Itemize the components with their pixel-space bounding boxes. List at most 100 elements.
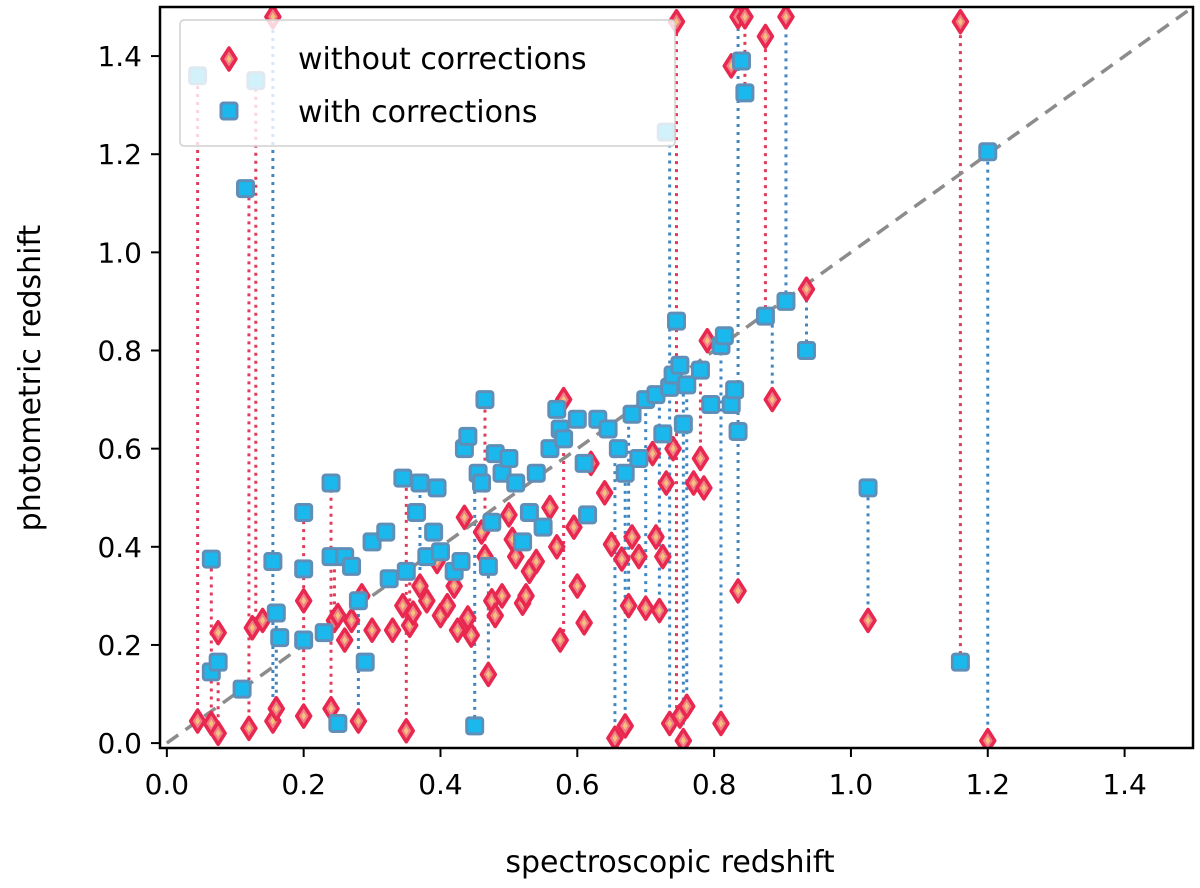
- data-point-with-corrections: [294, 630, 314, 650]
- data-point-with-corrections: [547, 399, 567, 419]
- data-point-with-corrections: [410, 473, 430, 493]
- data-point-with-corrections: [673, 414, 693, 434]
- x-tick-label: 1.2: [966, 768, 1011, 801]
- x-tick-label: 1.4: [1102, 768, 1147, 801]
- data-point-without-corrections: [455, 504, 474, 531]
- plot-frame: [158, 5, 1195, 750]
- data-point-without-corrections: [691, 445, 710, 472]
- data-point-without-corrections: [684, 470, 703, 496]
- y-tick-label: 1.0: [97, 236, 142, 269]
- legend-box: [179, 19, 676, 147]
- x-tick-label: 0.6: [555, 768, 600, 801]
- data-point-with-corrections: [615, 463, 635, 483]
- data-point-with-corrections: [540, 439, 560, 459]
- data-point-without-corrections: [329, 602, 347, 629]
- data-point-without-corrections: [613, 546, 631, 572]
- data-point-without-corrections: [479, 661, 498, 688]
- data-point-without-corrections: [951, 8, 970, 35]
- data-point-without-corrections: [363, 617, 381, 643]
- data-point-with-corrections: [667, 311, 686, 331]
- data-point-with-corrections: [506, 473, 526, 493]
- data-point-with-corrections: [201, 549, 221, 569]
- data-point-with-corrections: [690, 360, 710, 380]
- data-point-without-corrections: [411, 573, 429, 599]
- data-point-with-corrections: [735, 83, 755, 103]
- data-point-without-corrections: [551, 627, 569, 653]
- data-point-without-corrections: [763, 386, 782, 413]
- data-point-with-corrections: [670, 355, 690, 375]
- data-point-with-corrections: [348, 591, 368, 611]
- data-point-without-corrections: [602, 531, 621, 558]
- data-point-without-corrections: [636, 595, 655, 621]
- data-point-with-corrections: [294, 559, 314, 579]
- x-tick-label: 0.8: [692, 768, 737, 801]
- data-point-without-corrections: [654, 543, 672, 570]
- y-tick-label: 1.4: [97, 40, 142, 73]
- data-point-without-corrections: [486, 602, 504, 629]
- data-point-with-corrections: [379, 569, 399, 589]
- data-point-with-corrections: [458, 426, 478, 446]
- data-point-without-corrections: [623, 524, 641, 550]
- data-point-with-corrections: [978, 142, 998, 162]
- legend: without corrections with corrections: [179, 19, 676, 147]
- legend-square-marker: [219, 101, 239, 121]
- data-point-with-corrections: [653, 424, 673, 444]
- data-point-without-corrections: [404, 600, 422, 626]
- data-point-without-corrections: [575, 610, 593, 636]
- data-point-with-corrections: [208, 652, 228, 672]
- data-point-without-corrections: [777, 7, 795, 30]
- data-point-without-corrections: [695, 475, 713, 501]
- data-point-with-corrections: [465, 716, 485, 736]
- data-point-without-corrections: [267, 695, 286, 722]
- data-point-without-corrections: [349, 708, 368, 734]
- data-point-with-corrections: [622, 404, 642, 424]
- data-point-without-corrections: [698, 327, 717, 354]
- legend-label-with-corrections: with corrections: [298, 95, 538, 130]
- data-point-with-corrections: [513, 532, 533, 552]
- data-point-with-corrections: [424, 522, 444, 542]
- y-tick-label: 0.6: [97, 433, 142, 466]
- data-point-without-corrections: [294, 588, 313, 614]
- data-point-with-corrections: [263, 552, 283, 572]
- data-point-without-corrections: [657, 470, 675, 496]
- data-point-with-corrections: [236, 179, 256, 199]
- data-point-with-corrections: [574, 453, 594, 473]
- data-point-without-corrections: [500, 502, 518, 528]
- data-point-without-corrections: [619, 592, 638, 619]
- data-point-with-corrections: [328, 713, 348, 733]
- data-point-with-corrections: [478, 556, 498, 576]
- data-point-without-corrections: [541, 494, 559, 521]
- data-point-without-corrections: [565, 514, 583, 540]
- data-point-without-corrections: [606, 725, 624, 748]
- data-point-without-corrections: [647, 524, 665, 550]
- data-point-without-corrections: [729, 578, 747, 604]
- data-point-with-corrections: [701, 394, 721, 414]
- data-point-without-corrections: [240, 715, 258, 742]
- data-point-with-corrections: [314, 623, 334, 643]
- data-point-without-corrections: [548, 534, 566, 560]
- y-tick-label: 1.2: [97, 138, 142, 171]
- data-point-with-corrections: [776, 291, 796, 311]
- data-point-with-corrections: [266, 603, 286, 623]
- data-point-with-corrections: [321, 473, 341, 493]
- data-point-without-corrections: [979, 727, 997, 748]
- data-point-without-corrections: [678, 693, 696, 720]
- data-point-without-corrections: [493, 583, 511, 609]
- data-point-without-corrections: [595, 480, 614, 506]
- data-point-without-corrections: [209, 619, 227, 646]
- data-point-with-corrections: [578, 505, 598, 525]
- data-point-without-corrections: [643, 440, 662, 467]
- legend-square-icon: [219, 101, 239, 121]
- y-tick-label: 0.0: [97, 727, 142, 760]
- data-point-without-corrections: [209, 720, 227, 747]
- data-point-with-corrections: [567, 409, 587, 429]
- data-point-with-corrections: [858, 478, 878, 498]
- data-point-without-corrections: [650, 597, 669, 624]
- data-point-with-corrections: [407, 502, 427, 522]
- data-point-without-corrections: [342, 607, 361, 634]
- data-point-without-corrections: [527, 548, 546, 575]
- data-point-with-corrections: [472, 473, 492, 493]
- data-point-without-corrections: [797, 276, 816, 302]
- data-point-with-corrections: [950, 652, 970, 672]
